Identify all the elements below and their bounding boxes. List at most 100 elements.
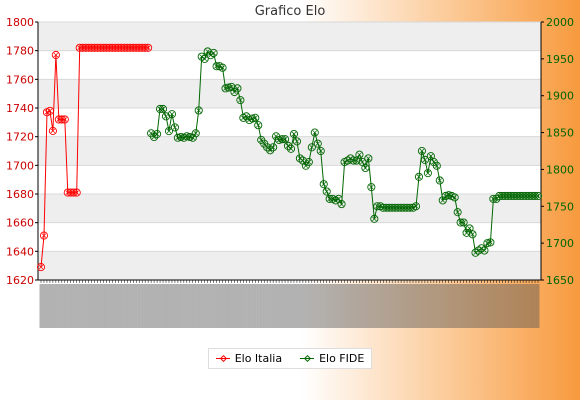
x-tick-label	[387, 284, 391, 328]
x-tick-label	[518, 284, 522, 328]
series-elo-italia-point	[39, 231, 49, 240]
x-tick-label	[453, 284, 457, 328]
x-tick-label	[497, 284, 501, 328]
x-tick-label	[527, 284, 531, 328]
legend-item-elo-italia[interactable]: Elo Italia	[215, 352, 282, 365]
series-elo-fide-point	[209, 48, 218, 58]
series-elo-italia-point	[93, 43, 102, 52]
series-elo-fide-point	[254, 121, 263, 130]
series-elo-fide-point	[200, 54, 209, 63]
y-right-tick-label: 1750	[546, 200, 574, 213]
series-elo-fide-point	[307, 143, 316, 152]
series-elo-fide-point	[486, 238, 495, 247]
series-elo-fide-point-mark	[282, 136, 288, 142]
x-tick-label	[429, 284, 433, 328]
legend-item-elo-fide[interactable]: Elo FIDE	[300, 352, 364, 365]
x-tick-label	[224, 284, 228, 328]
series-elo-italia-point	[81, 43, 90, 52]
series-elo-fide-point	[435, 176, 444, 185]
series-elo-fide-point-mark	[431, 159, 437, 165]
series-elo-italia-point	[87, 43, 96, 52]
x-tick-label	[232, 284, 236, 328]
series-elo-fide-point-mark	[354, 158, 359, 163]
series-elo-fide-point-mark	[205, 49, 210, 54]
series-elo-italia-point	[123, 43, 132, 52]
series-elo-italia-point	[129, 43, 138, 52]
series-elo-fide-point	[158, 104, 168, 114]
x-tick-label	[60, 284, 64, 328]
x-tick-label	[479, 284, 483, 328]
series-elo-fide-point	[337, 200, 346, 209]
series-elo-fide-point-mark	[425, 170, 431, 176]
series-elo-fide-point	[527, 191, 537, 201]
x-tick-label	[84, 284, 88, 328]
x-tick-label	[405, 284, 409, 328]
x-tick-label	[444, 284, 448, 328]
series-elo-fide-point-mark	[419, 148, 425, 154]
x-tick-label	[411, 284, 415, 328]
x-tick-label	[414, 284, 418, 328]
x-tick-label	[57, 284, 61, 328]
series-elo-italia-point-mark	[53, 52, 59, 58]
series-elo-fide-point-mark	[363, 165, 368, 171]
series-elo-fide-point-mark	[288, 146, 294, 152]
x-tick-label	[215, 284, 219, 328]
series-elo-italia-point	[75, 43, 84, 52]
x-tick-label	[271, 284, 275, 328]
series-elo-fide-point	[513, 191, 522, 201]
x-tick-label	[295, 284, 299, 328]
series-elo-fide-point	[405, 203, 415, 212]
x-tick-label	[328, 284, 332, 328]
grid-band	[38, 251, 541, 280]
series-elo-fide-point-mark	[357, 152, 362, 157]
series-elo-fide-point	[530, 191, 540, 201]
x-tick-label	[363, 284, 367, 328]
x-tick-label	[456, 284, 460, 328]
x-tick-label	[316, 284, 320, 328]
x-tick-label	[331, 284, 335, 328]
series-elo-fide-point-mark	[303, 163, 309, 168]
x-tick-label	[491, 284, 495, 328]
series-elo-italia-point	[90, 43, 99, 52]
series-elo-fide-point-mark	[235, 86, 240, 91]
series-elo-fide-point-mark	[258, 137, 264, 143]
series-elo-fide-point	[432, 161, 441, 170]
x-tick-label	[173, 284, 177, 328]
series-elo-fide-point	[153, 129, 162, 139]
series-elo-fide-point	[388, 203, 397, 212]
x-tick-label	[447, 284, 451, 328]
series-elo-fide-point	[391, 203, 400, 212]
x-tick-label	[503, 284, 507, 328]
series-elo-fide-point-mark	[324, 189, 329, 194]
series-elo-fide-point-mark	[294, 139, 300, 144]
series-elo-fide-point	[420, 155, 429, 164]
series-elo-fide-point	[280, 135, 290, 144]
series-elo-fide-point	[462, 228, 471, 237]
series-elo-fide-point-mark	[416, 174, 422, 180]
series-elo-fide-point-mark	[467, 226, 472, 231]
x-tick-label	[194, 284, 198, 328]
series-elo-fide-point	[361, 163, 370, 173]
series-elo-fide-point	[319, 180, 328, 189]
series-elo-fide-point-mark	[336, 196, 341, 202]
series-elo-italia-point	[114, 43, 123, 52]
x-tick-label	[69, 284, 73, 328]
y-right-tick-label: 2000	[546, 16, 574, 29]
legend-marker-elo-italia	[215, 355, 230, 362]
x-tick-label	[262, 284, 266, 328]
y-right-tick-label: 1950	[546, 53, 574, 66]
series-elo-italia-point	[57, 115, 66, 124]
series-elo-fide-point	[450, 193, 459, 202]
x-tick-label	[39, 284, 43, 328]
y-left-tick-label: 1680	[6, 188, 34, 201]
x-tick-label	[72, 284, 76, 328]
x-tick-label	[351, 284, 355, 328]
series-elo-fide-point	[191, 129, 200, 138]
y-left-tick-label: 1740	[6, 102, 34, 115]
series-elo-fide-point-mark	[488, 240, 493, 245]
series-elo-fide-point	[266, 146, 275, 155]
x-tick-label	[304, 284, 308, 328]
series-elo-fide-point	[251, 113, 260, 122]
y-right-tick-label: 1700	[546, 237, 574, 250]
